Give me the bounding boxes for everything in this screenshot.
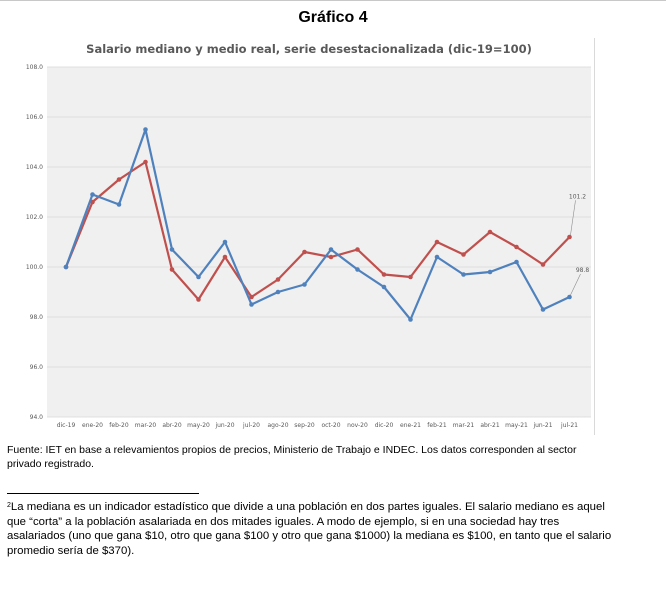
series-0-point: [355, 247, 360, 252]
chart-title: Salario mediano y medio real, serie dese…: [86, 42, 532, 56]
x-tick-label: jun-20: [214, 422, 234, 429]
series-0-point: [169, 267, 175, 272]
footnote-marker: 2: [7, 502, 11, 509]
line-chart: Salario mediano y medio real, serie dese…: [26, 38, 592, 434]
footnote: 2La mediana es un indicador estadístico …: [7, 500, 612, 558]
footnote-rule: [7, 493, 199, 494]
x-tick-label: jul-20: [242, 422, 260, 429]
series-0-point: [222, 254, 228, 260]
x-tick-label: feb-20: [109, 422, 129, 429]
y-tick-label: 108.0: [26, 64, 43, 71]
x-tick-label: dic-19: [57, 422, 76, 429]
series-0-point: [275, 277, 281, 282]
series-1-point: [90, 192, 95, 197]
series-0-point: [487, 229, 493, 235]
series-line-0: [64, 160, 571, 301]
x-tick-label: jun-21: [532, 422, 552, 429]
series-0-point: [116, 177, 122, 182]
y-tick-label: 106.0: [26, 114, 43, 121]
series-1-point: [540, 307, 546, 312]
series-0-point: [249, 294, 254, 300]
series-1-point: [567, 294, 572, 300]
series-0-point: [567, 234, 572, 240]
x-tick-label: ago-20: [267, 422, 288, 429]
source-note: Fuente: IET en base a relevamientos prop…: [7, 444, 577, 470]
x-tick-label: nov-20: [347, 422, 368, 429]
data-label: 98.8: [576, 267, 590, 274]
data-label-leader: [570, 273, 581, 296]
series-0-point: [461, 252, 466, 257]
series-0-point: [143, 159, 148, 165]
plot-area: [47, 67, 591, 417]
x-tick-label: dic-20: [375, 422, 394, 429]
series-1-point: [302, 282, 307, 287]
top-rule: [0, 0, 666, 1]
x-tick-label: abr-21: [480, 422, 500, 429]
series-0-point: [328, 254, 334, 260]
series-1-point: [408, 317, 413, 322]
footnote-text: La mediana es un indicador estadístico q…: [7, 501, 612, 557]
y-tick-label: 94.0: [30, 414, 44, 421]
series-0-point: [434, 239, 440, 245]
series-1-point: [328, 247, 334, 252]
series-1-point: [222, 239, 228, 245]
x-tick-label: abr-20: [162, 422, 182, 429]
x-axis-ticks: dic-19 ene-20 feb-20 mar-20 abr-20 may-20 jun-…: [57, 422, 578, 429]
series-line-1: [64, 128, 570, 321]
page-title: Gráfico 4: [298, 9, 368, 26]
y-tick-label: 96.0: [30, 364, 44, 371]
chart-frame: Salario mediano y medio real, serie dese…: [6, 38, 595, 435]
series-1-point: [381, 284, 387, 290]
series-1-point: [169, 247, 175, 252]
x-tick-label: mar-20: [135, 422, 157, 429]
x-tick-label: mar-21: [453, 422, 475, 429]
series-0-point: [540, 262, 546, 267]
series-1-point: [116, 202, 122, 207]
series-1-point: [275, 289, 281, 295]
series-0-point: [408, 274, 413, 280]
x-tick-label: ene-20: [82, 422, 103, 429]
series-1-point: [196, 274, 201, 280]
x-tick-label: oct-20: [321, 422, 340, 429]
x-tick-label: sep-20: [294, 422, 315, 429]
series-1-point: [355, 267, 360, 272]
series-1-point: [461, 272, 466, 277]
series-0-point: [302, 249, 307, 255]
series-1-point: [514, 259, 519, 265]
y-tick-label: 100.0: [26, 264, 43, 271]
series-0-point: [514, 244, 519, 250]
data-label-leader: [570, 200, 576, 236]
x-tick-label: jul-21: [560, 422, 578, 429]
series-0-point: [381, 272, 387, 277]
series-1-point: [143, 127, 148, 132]
series-1-point: [63, 264, 69, 270]
x-tick-label: may-21: [505, 422, 528, 429]
y-axis-ticks: 94.0 96.0 98.0 100.0 102.0 104.0 106.0 108.0: [26, 64, 43, 421]
y-tick-label: 102.0: [26, 214, 43, 221]
series-0-point: [196, 297, 201, 302]
y-tick-label: 104.0: [26, 164, 43, 171]
x-tick-label: feb-21: [427, 422, 447, 429]
series-1-point: [249, 302, 254, 307]
data-label: 101.2: [569, 193, 586, 200]
x-tick-label: may-20: [187, 422, 210, 429]
x-tick-label: ene-21: [400, 422, 421, 429]
y-tick-label: 98.0: [30, 314, 44, 321]
series-1-point: [487, 269, 493, 275]
data-labels: 101.2 98.8: [569, 193, 590, 296]
series-1-point: [434, 254, 440, 260]
series-lines: [63, 127, 572, 322]
